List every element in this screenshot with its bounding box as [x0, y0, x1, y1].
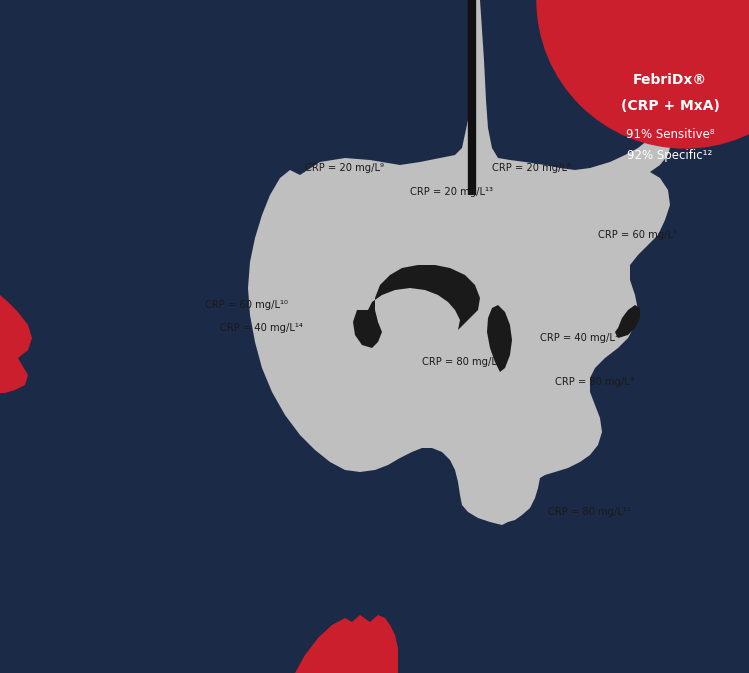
Polygon shape [248, 0, 675, 525]
Polygon shape [615, 305, 640, 338]
Text: 92% Specific¹²: 92% Specific¹² [628, 149, 712, 162]
Polygon shape [295, 615, 398, 673]
Text: CRP = 60 mg/L¹⁰: CRP = 60 mg/L¹⁰ [205, 300, 288, 310]
Text: CRP = 80 mg/L¹⁴: CRP = 80 mg/L¹⁴ [422, 357, 505, 367]
Polygon shape [0, 295, 32, 393]
Polygon shape [353, 265, 480, 348]
Text: CRP = 80 mg/L⁹: CRP = 80 mg/L⁹ [555, 377, 634, 387]
Text: CRP = 20 mg/L¹³: CRP = 20 mg/L¹³ [410, 187, 493, 197]
Text: CRP = 60 mg/L⁷: CRP = 60 mg/L⁷ [598, 230, 677, 240]
Text: CRP = 40 mg/L¹⁴: CRP = 40 mg/L¹⁴ [220, 323, 303, 333]
Text: (CRP + MxA): (CRP + MxA) [621, 99, 720, 113]
Text: CRP = 80 mg/L¹¹: CRP = 80 mg/L¹¹ [548, 507, 631, 517]
Text: CRP = 20 mg/L⁸: CRP = 20 mg/L⁸ [492, 163, 571, 173]
Text: CRP = 20 mg/L⁹: CRP = 20 mg/L⁹ [305, 163, 384, 173]
Text: FebriDx®: FebriDx® [633, 73, 707, 87]
Text: CRP = 40 mg/L¹¹: CRP = 40 mg/L¹¹ [540, 333, 623, 343]
Circle shape [537, 0, 749, 148]
Text: 91% Sensitive⁸: 91% Sensitive⁸ [625, 129, 715, 141]
Polygon shape [487, 305, 512, 372]
